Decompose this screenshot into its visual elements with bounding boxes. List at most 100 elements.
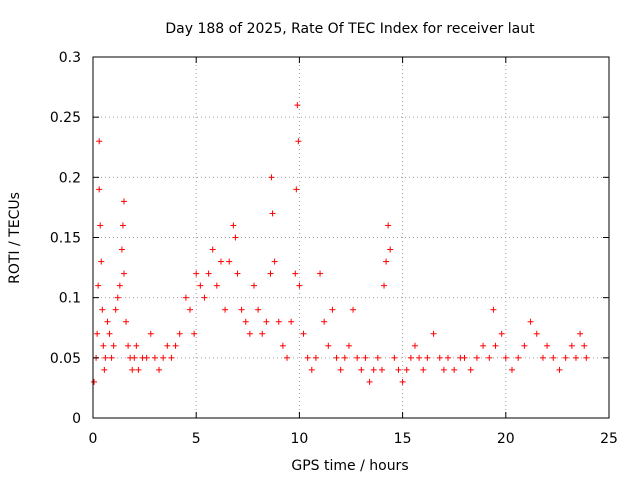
data-point bbox=[120, 198, 127, 205]
data-point bbox=[234, 270, 241, 277]
data-point bbox=[480, 342, 487, 349]
data-point bbox=[544, 342, 551, 349]
data-point bbox=[176, 330, 183, 337]
data-point bbox=[288, 318, 295, 325]
data-point bbox=[416, 354, 423, 361]
data-point bbox=[151, 354, 158, 361]
data-point bbox=[143, 354, 150, 361]
data-point bbox=[112, 306, 119, 313]
data-point bbox=[498, 330, 505, 337]
data-point bbox=[451, 366, 458, 373]
data-point bbox=[95, 282, 102, 289]
data-point bbox=[217, 258, 224, 265]
data-point bbox=[436, 354, 443, 361]
data-point bbox=[133, 342, 140, 349]
x-tick-label: 15 bbox=[394, 431, 412, 447]
data-point bbox=[329, 306, 336, 313]
data-point bbox=[341, 354, 348, 361]
data-point bbox=[515, 354, 522, 361]
y-tick-label: 0 bbox=[72, 411, 81, 427]
data-point bbox=[325, 342, 332, 349]
data-point bbox=[295, 138, 302, 145]
data-point bbox=[275, 318, 282, 325]
data-point bbox=[269, 210, 276, 217]
data-point bbox=[395, 366, 402, 373]
data-point bbox=[445, 354, 452, 361]
data-point bbox=[242, 318, 249, 325]
data-point bbox=[521, 342, 528, 349]
data-point bbox=[539, 354, 546, 361]
data-point bbox=[205, 270, 212, 277]
data-point bbox=[160, 354, 167, 361]
data-point bbox=[279, 342, 286, 349]
data-point bbox=[490, 306, 497, 313]
data-point bbox=[292, 270, 299, 277]
data-point bbox=[577, 330, 584, 337]
data-point bbox=[197, 282, 204, 289]
data-point bbox=[502, 354, 509, 361]
data-point bbox=[550, 354, 557, 361]
data-point bbox=[293, 186, 300, 193]
data-point bbox=[129, 366, 136, 373]
data-point bbox=[96, 186, 103, 193]
x-tick-label: 20 bbox=[497, 431, 515, 447]
data-point bbox=[533, 330, 540, 337]
data-point bbox=[391, 354, 398, 361]
data-point bbox=[230, 222, 237, 229]
data-point bbox=[374, 354, 381, 361]
data-point bbox=[308, 366, 315, 373]
data-point bbox=[378, 366, 385, 373]
data-point bbox=[473, 354, 480, 361]
data-point bbox=[255, 306, 262, 313]
data-point bbox=[568, 342, 575, 349]
data-point bbox=[385, 222, 392, 229]
data-point bbox=[114, 294, 121, 301]
data-point bbox=[461, 354, 468, 361]
data-point bbox=[267, 270, 274, 277]
data-point bbox=[317, 270, 324, 277]
data-point bbox=[119, 222, 126, 229]
data-point bbox=[168, 354, 175, 361]
data-point bbox=[370, 366, 377, 373]
data-point bbox=[296, 282, 303, 289]
data-point bbox=[312, 354, 319, 361]
data-point bbox=[383, 258, 390, 265]
data-point bbox=[259, 330, 266, 337]
data-point bbox=[399, 378, 406, 385]
data-point bbox=[268, 174, 275, 181]
data-point bbox=[362, 354, 369, 361]
data-point bbox=[337, 366, 344, 373]
data-point bbox=[120, 270, 127, 277]
data-point bbox=[304, 354, 311, 361]
data-point bbox=[556, 366, 563, 373]
data-point bbox=[118, 246, 125, 253]
chart-title: Day 188 of 2025, Rate Of TEC Index for r… bbox=[165, 21, 535, 37]
data-point bbox=[98, 258, 105, 265]
data-point bbox=[116, 282, 123, 289]
data-point bbox=[106, 330, 113, 337]
data-point bbox=[91, 378, 98, 385]
x-tick-label: 10 bbox=[290, 431, 308, 447]
data-point bbox=[193, 270, 200, 277]
data-point bbox=[99, 306, 106, 313]
data-point bbox=[263, 318, 270, 325]
data-point bbox=[104, 318, 111, 325]
y-axis-label: ROTI / TECUs bbox=[7, 192, 23, 284]
data-point bbox=[572, 354, 579, 361]
data-point bbox=[232, 234, 239, 241]
y-tick-label: 0.15 bbox=[50, 231, 81, 247]
data-point bbox=[345, 342, 352, 349]
data-point bbox=[164, 342, 171, 349]
y-tick-label: 0.2 bbox=[59, 170, 81, 186]
data-point bbox=[354, 354, 361, 361]
x-tick-label: 0 bbox=[89, 431, 98, 447]
data-point bbox=[100, 342, 107, 349]
data-point bbox=[94, 330, 101, 337]
data-point bbox=[135, 366, 142, 373]
data-point bbox=[123, 318, 130, 325]
data-point bbox=[321, 318, 328, 325]
data-point bbox=[381, 282, 388, 289]
x-tick-label: 5 bbox=[192, 431, 201, 447]
data-point bbox=[191, 330, 198, 337]
